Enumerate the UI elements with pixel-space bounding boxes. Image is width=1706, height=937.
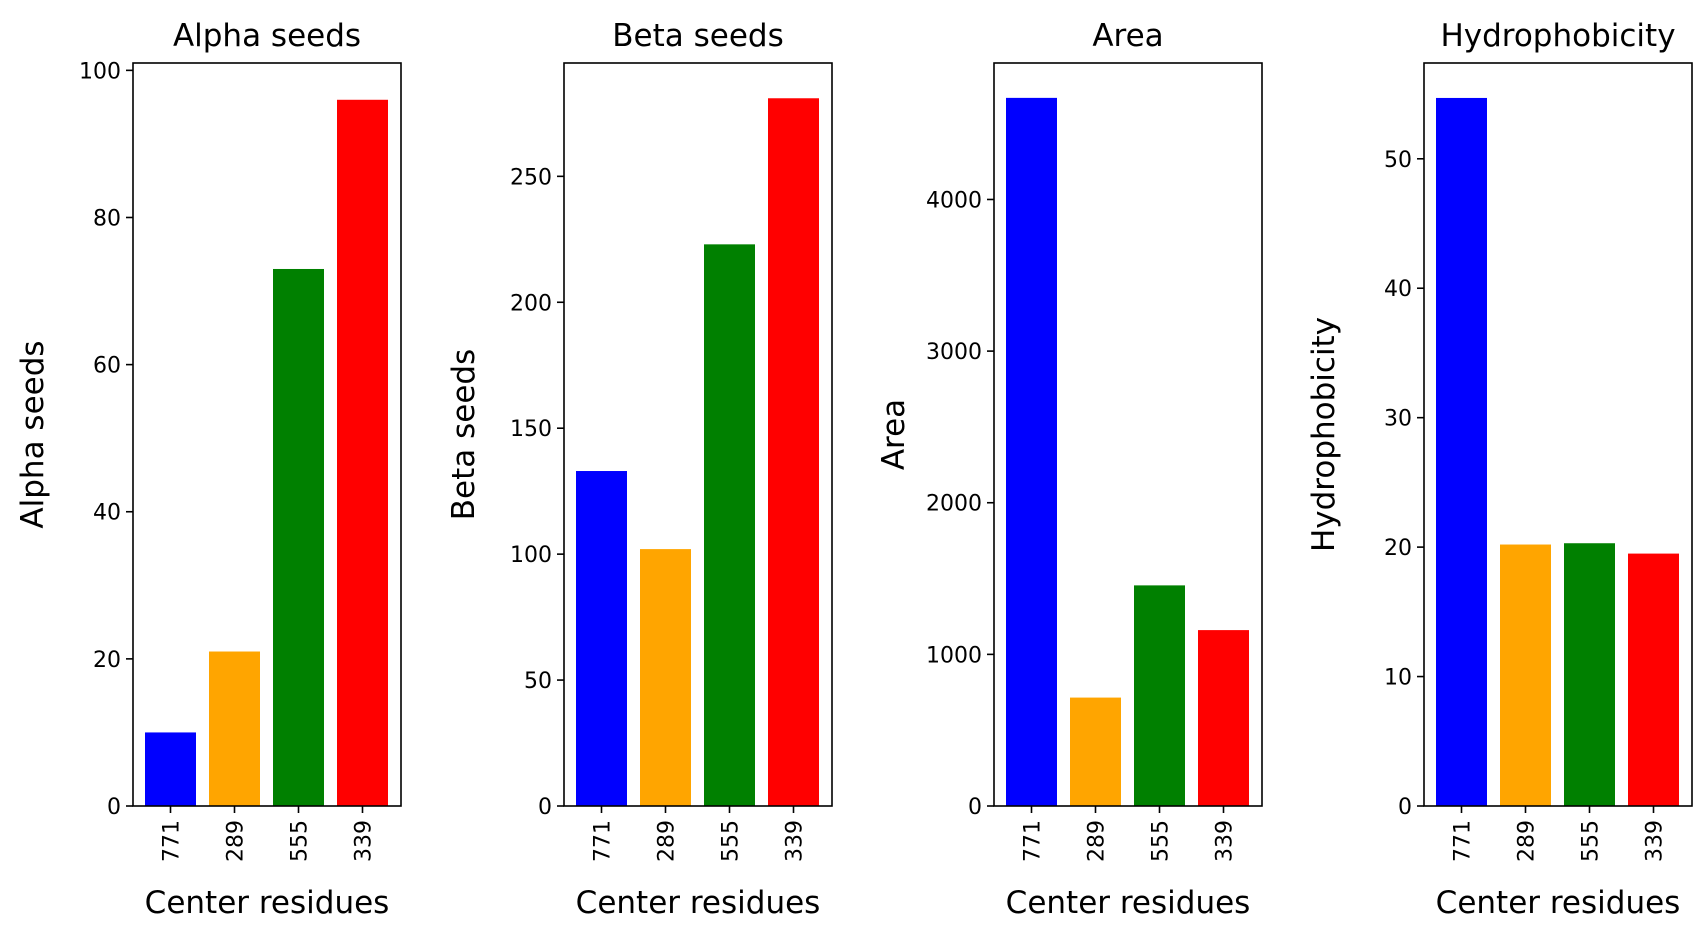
y-tick-label: 40 [93, 501, 121, 526]
bar-289 [640, 549, 691, 806]
x-tick-label: 555 [1149, 820, 1174, 862]
bar-555 [1134, 585, 1185, 806]
y-tick-label: 1000 [926, 643, 982, 668]
chart-panel-4: 0 10 20 30 40 50 771 289 555 339 Hydrophobicity Cen… [1306, 18, 1693, 921]
x-tick-label: 555 [288, 820, 313, 862]
bar-339 [1198, 630, 1249, 806]
bar-339 [337, 99, 388, 807]
y-tick-label: 250 [510, 165, 552, 190]
y-tick-label: 20 [1384, 536, 1412, 561]
x-axis-label: Center residues [576, 885, 821, 921]
y-tick-label: 4000 [926, 188, 982, 213]
bar-289 [1070, 697, 1121, 806]
y-tick-label: 100 [79, 59, 121, 84]
chart-title: Alpha seeds [173, 18, 361, 54]
x-tick-label: 555 [719, 820, 744, 862]
y-axis-label: Hydrophobicity [1306, 317, 1342, 552]
x-tick-label: 771 [1451, 820, 1476, 862]
x-tick-label: 339 [1643, 820, 1668, 862]
bar-771 [145, 732, 196, 806]
x-tick-label: 555 [1579, 820, 1604, 862]
plot-frame [993, 62, 1263, 807]
bar-289 [209, 651, 260, 806]
y-tick-label: 50 [524, 669, 552, 694]
bar-339 [768, 98, 819, 807]
y-axis-label: Beta seeds [446, 349, 482, 520]
chart-panel-1: 0 20 40 60 80 100 771 289 555 339 Alpha seeds Cente… [15, 18, 402, 921]
bar-771 [1436, 97, 1487, 807]
x-tick-label: 339 [783, 820, 808, 862]
x-tick-label: 289 [655, 820, 680, 862]
y-tick-label: 200 [510, 291, 552, 316]
x-tick-label: 339 [1213, 820, 1238, 862]
y-tick-label: 20 [93, 648, 121, 673]
x-tick-label: 771 [591, 820, 616, 862]
chart-panel-3: 0 1000 2000 3000 4000 771 289 555 339 Area Center … [876, 18, 1263, 921]
bar-771 [1006, 97, 1057, 807]
y-tick-label: 100 [510, 543, 552, 568]
x-axis-label: Center residues [145, 885, 390, 921]
chart-panel-2: 0 50 100 150 200 250 771 289 555 339 Beta seeds Cen… [446, 18, 833, 921]
x-tick-label: 289 [1515, 820, 1540, 862]
plot-frame [132, 62, 402, 807]
y-tick-label: 0 [1398, 795, 1412, 820]
x-axis-label: Center residues [1006, 885, 1251, 921]
x-tick-label: 339 [352, 820, 377, 862]
bar-555 [273, 268, 324, 806]
y-tick-label: 0 [968, 795, 982, 820]
x-axis-label: Center residues [1436, 885, 1681, 921]
chart-title: Beta seeds [612, 18, 783, 54]
x-tick-label: 289 [1085, 820, 1110, 862]
bar-339 [1628, 553, 1679, 806]
y-tick-label: 60 [93, 354, 121, 379]
plot-frame [1423, 62, 1693, 807]
y-tick-label: 10 [1384, 666, 1412, 691]
bar-289 [1500, 544, 1551, 806]
y-tick-label: 80 [93, 206, 121, 231]
y-tick-label: 0 [538, 795, 552, 820]
y-tick-label: 0 [107, 795, 121, 820]
y-tick-label: 3000 [926, 340, 982, 365]
chart-title: Area [1092, 18, 1163, 54]
bar-771 [576, 471, 627, 806]
x-tick-label: 771 [1021, 820, 1046, 862]
x-tick-label: 289 [224, 820, 249, 862]
y-axis-label: Alpha seeds [15, 340, 51, 528]
x-tick-label: 771 [160, 820, 185, 862]
chart-title: Hydrophobicity [1440, 18, 1675, 54]
y-tick-label: 40 [1384, 277, 1412, 302]
y-axis-label: Area [876, 399, 912, 470]
y-tick-label: 30 [1384, 407, 1412, 432]
y-tick-label: 150 [510, 417, 552, 442]
bar-555 [704, 244, 755, 806]
plot-frame [563, 62, 833, 807]
bar-555 [1564, 543, 1615, 806]
y-tick-label: 2000 [926, 492, 982, 517]
y-tick-label: 50 [1384, 148, 1412, 173]
